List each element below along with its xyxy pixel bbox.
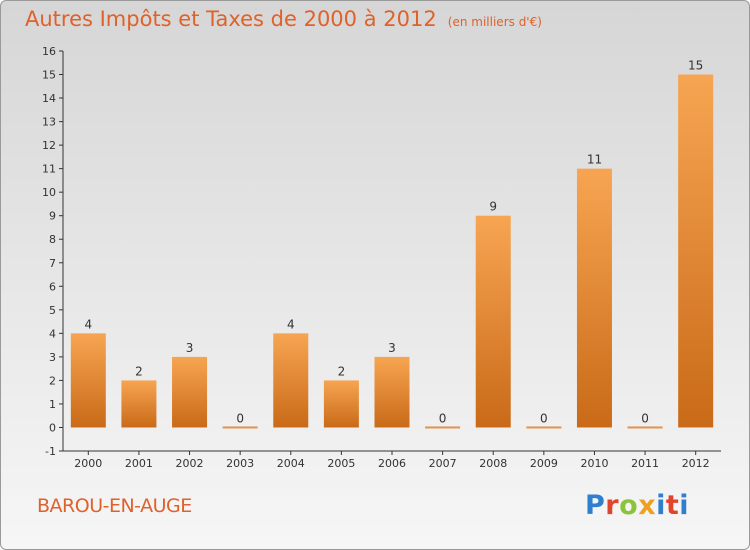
data-label: 2 bbox=[135, 364, 143, 378]
x-tick-label: 2000 bbox=[74, 457, 102, 470]
logo-letter: i bbox=[679, 490, 690, 521]
data-label: 0 bbox=[540, 411, 548, 425]
y-tick-label: 9 bbox=[49, 210, 56, 223]
y-tick-label: 12 bbox=[42, 139, 56, 152]
y-tick-label: 7 bbox=[49, 257, 56, 270]
x-tick-label: 2007 bbox=[429, 457, 457, 470]
labels: 4 2 3 0 4 2 3 0 9 0 11 0 15 bbox=[84, 59, 703, 426]
bar bbox=[627, 426, 663, 429]
chart-title-text: Autres Impôts et Taxes de 2000 à 2012 bbox=[25, 7, 437, 31]
data-label: 2 bbox=[338, 364, 346, 378]
chart-unit-text: (en milliers d'€) bbox=[447, 15, 542, 29]
data-label: 15 bbox=[688, 59, 703, 73]
data-label: 9 bbox=[489, 200, 497, 214]
bar bbox=[374, 356, 410, 428]
x-tick-label: 2004 bbox=[277, 457, 305, 470]
y-tick-label: 13 bbox=[42, 116, 56, 129]
y-tick-label: 15 bbox=[42, 69, 56, 82]
x-tick-label: 2006 bbox=[378, 457, 406, 470]
bar bbox=[576, 168, 612, 428]
data-label: 0 bbox=[439, 411, 447, 425]
bar bbox=[70, 333, 106, 428]
y-tick-label: 14 bbox=[42, 92, 56, 105]
y-tick-label: 16 bbox=[42, 45, 56, 58]
y-tick-label: 11 bbox=[42, 163, 56, 176]
x-tick-label: 2012 bbox=[682, 457, 710, 470]
bar bbox=[475, 215, 511, 428]
y-tick-label: 0 bbox=[49, 421, 56, 434]
y-tick-label: 10 bbox=[42, 186, 56, 199]
chart-title: Autres Impôts et Taxes de 2000 à 2012 (e… bbox=[25, 7, 542, 31]
logo-letter: r bbox=[605, 490, 620, 521]
bar bbox=[172, 356, 208, 428]
data-label: 0 bbox=[641, 411, 649, 425]
y-tick-label: 3 bbox=[49, 351, 56, 364]
data-label: 3 bbox=[186, 341, 194, 355]
logo-letter: i bbox=[656, 490, 666, 521]
y-tick-label: 2 bbox=[49, 374, 56, 387]
x-tick-label: 2011 bbox=[631, 457, 659, 470]
data-label: 4 bbox=[84, 317, 92, 331]
bar bbox=[222, 426, 258, 429]
y-tick-label: 5 bbox=[49, 304, 56, 317]
bar bbox=[526, 426, 562, 429]
commune-name: BAROU-EN-AUGE bbox=[37, 495, 192, 517]
logo-letter: o bbox=[619, 490, 639, 521]
bar bbox=[273, 333, 309, 428]
x-tick-label: 2008 bbox=[479, 457, 507, 470]
x-tick-label: 2010 bbox=[580, 457, 608, 470]
x-tick-label: 2009 bbox=[530, 457, 558, 470]
logo-letter: x bbox=[638, 490, 657, 521]
y-tick-label: -1 bbox=[45, 445, 56, 458]
y-tick-label: 6 bbox=[49, 280, 56, 293]
bar bbox=[425, 426, 461, 429]
bar bbox=[121, 380, 157, 428]
x-tick-label: 2001 bbox=[125, 457, 153, 470]
data-label: 11 bbox=[587, 153, 602, 167]
x-tick-label: 2003 bbox=[226, 457, 254, 470]
bar bbox=[323, 380, 359, 428]
logo-letter: P bbox=[585, 490, 606, 521]
logo-letter: t bbox=[665, 490, 680, 521]
x-tick-label: 2005 bbox=[327, 457, 355, 470]
bars bbox=[70, 74, 714, 429]
data-label: 3 bbox=[388, 341, 396, 355]
bar bbox=[678, 74, 714, 428]
data-label: 0 bbox=[236, 411, 244, 425]
y-tick-label: 4 bbox=[49, 327, 56, 340]
proxiti-logo: Proxiti bbox=[585, 490, 689, 521]
x-tick-label: 2002 bbox=[176, 457, 204, 470]
y-tick-label: 1 bbox=[49, 398, 56, 411]
data-label: 4 bbox=[287, 317, 295, 331]
y-tick-label: 8 bbox=[49, 233, 56, 246]
